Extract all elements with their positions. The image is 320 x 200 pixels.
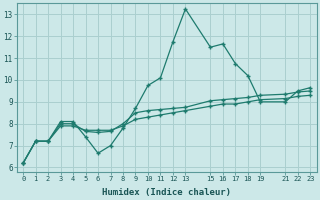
X-axis label: Humidex (Indice chaleur): Humidex (Indice chaleur) <box>102 188 231 197</box>
